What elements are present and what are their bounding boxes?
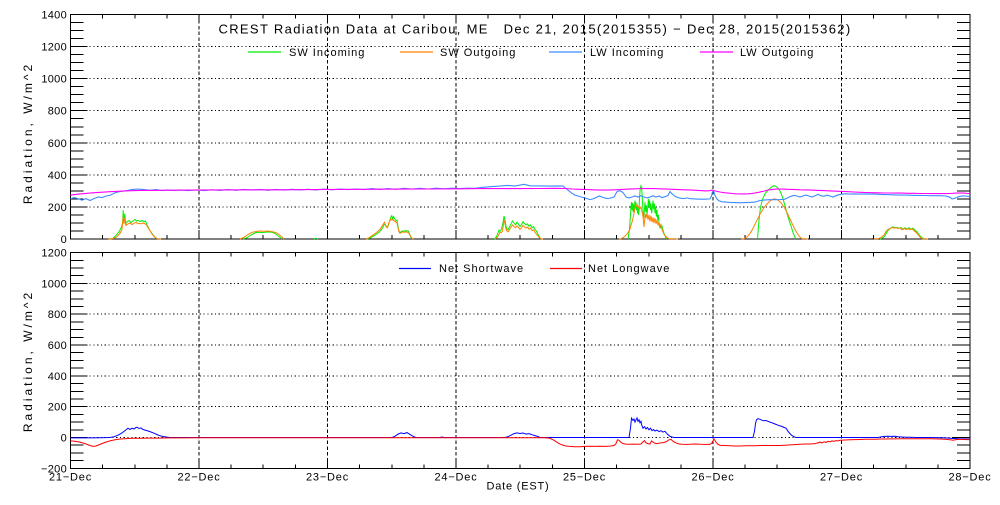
svg-text:LW Outgoing: LW Outgoing [740, 47, 814, 59]
svg-text:Net Shortwave: Net Shortwave [439, 263, 524, 275]
svg-text:LW Incoming: LW Incoming [590, 47, 664, 59]
svg-text:0: 0 [61, 234, 67, 246]
svg-text:Radiation, W/m^2: Radiation, W/m^2 [21, 290, 35, 432]
svg-text:27−Dec: 27−Dec [820, 472, 863, 484]
svg-text:25−Dec: 25−Dec [563, 472, 606, 484]
svg-text:Radiation, W/m^2: Radiation, W/m^2 [21, 62, 35, 204]
svg-text:800: 800 [48, 309, 67, 321]
svg-text:23−Dec: 23−Dec [306, 472, 349, 484]
svg-text:0: 0 [61, 433, 67, 445]
svg-text:200: 200 [48, 402, 67, 414]
svg-text:Net Longwave: Net Longwave [588, 263, 670, 275]
svg-text:1000: 1000 [41, 278, 67, 290]
svg-text:1400: 1400 [41, 10, 67, 22]
svg-text:−200: −200 [41, 463, 67, 475]
svg-text:1200: 1200 [41, 42, 67, 54]
svg-text:600: 600 [48, 138, 67, 150]
svg-text:28−Dec: 28−Dec [948, 472, 991, 484]
svg-text:CREST Radiation Data at Caribo: CREST Radiation Data at Caribou, ME Dec … [219, 22, 852, 37]
svg-text:800: 800 [48, 106, 67, 118]
svg-text:24−Dec: 24−Dec [434, 472, 477, 484]
svg-text:400: 400 [48, 371, 67, 383]
svg-text:600: 600 [48, 340, 67, 352]
svg-text:21−Dec: 21−Dec [49, 472, 92, 484]
svg-text:200: 200 [48, 202, 67, 214]
svg-text:SW Incoming: SW Incoming [289, 47, 365, 59]
svg-text:26−Dec: 26−Dec [691, 472, 734, 484]
svg-text:400: 400 [48, 170, 67, 182]
svg-text:Date (EST): Date (EST) [486, 481, 549, 493]
svg-text:SW Outgoing: SW Outgoing [440, 47, 516, 59]
svg-text:22−Dec: 22−Dec [177, 472, 220, 484]
svg-text:1200: 1200 [41, 248, 67, 260]
svg-text:1000: 1000 [41, 74, 67, 86]
